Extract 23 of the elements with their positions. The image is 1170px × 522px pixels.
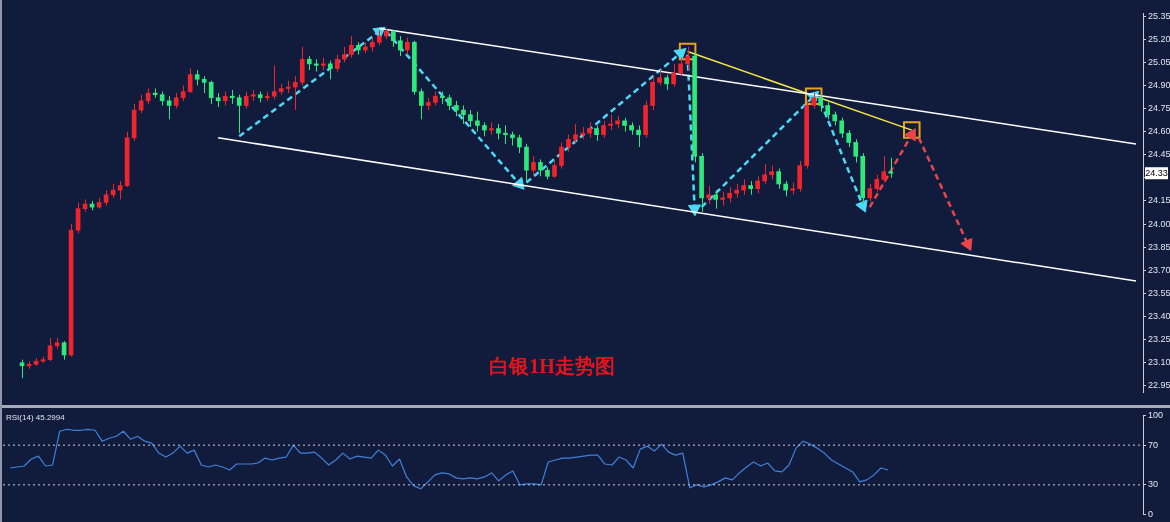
y-tick-label: 23.40	[1148, 310, 1170, 321]
text: 24.33	[1145, 168, 1168, 179]
y-tick-label: 25.05	[1148, 56, 1170, 67]
y-tick-label: 24.45	[1148, 149, 1170, 160]
y-tick-label: 23.70	[1148, 264, 1170, 275]
y-tick-label: 24.60	[1148, 126, 1170, 137]
y-tick-label: 25.20	[1148, 33, 1170, 44]
y-tick-label: 24.00	[1148, 218, 1170, 229]
y-tick-label: 22.95	[1148, 380, 1170, 391]
y-tick-label: 23.85	[1148, 241, 1170, 252]
y-tick-label: 70	[1148, 439, 1159, 450]
y-tick-label: 24.15	[1148, 195, 1170, 206]
y-tick-label: 25.35	[1148, 10, 1170, 21]
text: 白银1H走势图	[489, 355, 615, 378]
chart-title: RSI(14) 45.2994	[6, 412, 66, 422]
y-tick-label: 0	[1148, 509, 1154, 520]
y-tick-label: 100	[1148, 409, 1164, 420]
y-tick-label: 24.75	[1148, 103, 1170, 113]
y-tick-label: 23.10	[1148, 357, 1170, 368]
y-tick-label: 24.90	[1148, 79, 1170, 90]
y-tick-label: 23.55	[1148, 287, 1170, 298]
y-tick-label: 23.25	[1148, 334, 1170, 345]
y-tick-label: 30	[1148, 479, 1159, 490]
